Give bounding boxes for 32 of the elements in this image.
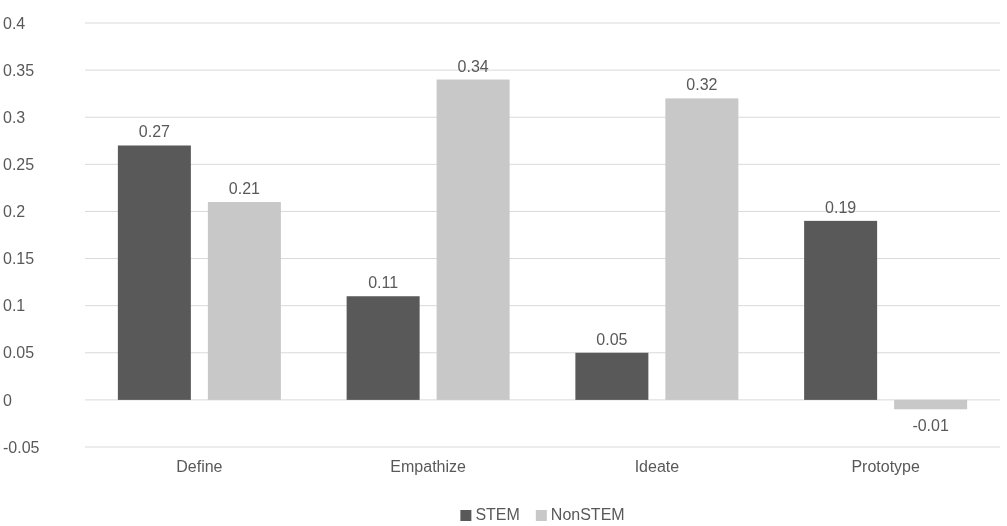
data-label: 0.11 [368, 274, 399, 292]
y-tick-label: 0.15 [3, 250, 35, 268]
bar [665, 98, 739, 400]
x-tick-label: Prototype [851, 458, 920, 476]
y-tick-label: 0.2 [3, 203, 26, 221]
data-label: 0.05 [596, 330, 628, 348]
bar [346, 296, 420, 400]
x-tick-label: Ideate [634, 458, 680, 476]
legend-label: STEM [475, 506, 520, 523]
y-tick-label: -0.05 [3, 438, 40, 456]
data-label: 0.21 [228, 180, 261, 198]
data-label: 0.32 [686, 76, 718, 94]
y-tick-label: 0.25 [3, 155, 35, 173]
y-tick-label: 0.1 [3, 297, 26, 315]
bar [894, 399, 968, 410]
y-tick-label: 0.35 [3, 61, 35, 79]
data-label: 0.19 [825, 198, 857, 216]
data-label: -0.01 [912, 417, 949, 435]
x-tick-label: Empathize [390, 458, 467, 476]
bar [436, 79, 510, 400]
y-tick-label: 0.4 [3, 14, 26, 32]
y-tick-label: 0.3 [3, 108, 26, 126]
data-label: 0.34 [457, 57, 489, 75]
bar [575, 352, 649, 400]
x-tick-label: Define [176, 458, 223, 476]
bar [207, 202, 281, 400]
y-tick-label: 0.05 [3, 344, 35, 362]
y-tick-label: 0 [3, 391, 12, 409]
data-label: 0.27 [138, 123, 171, 141]
legend-label: NonSTEM [550, 506, 625, 523]
bar [117, 145, 191, 400]
bar [804, 220, 878, 400]
